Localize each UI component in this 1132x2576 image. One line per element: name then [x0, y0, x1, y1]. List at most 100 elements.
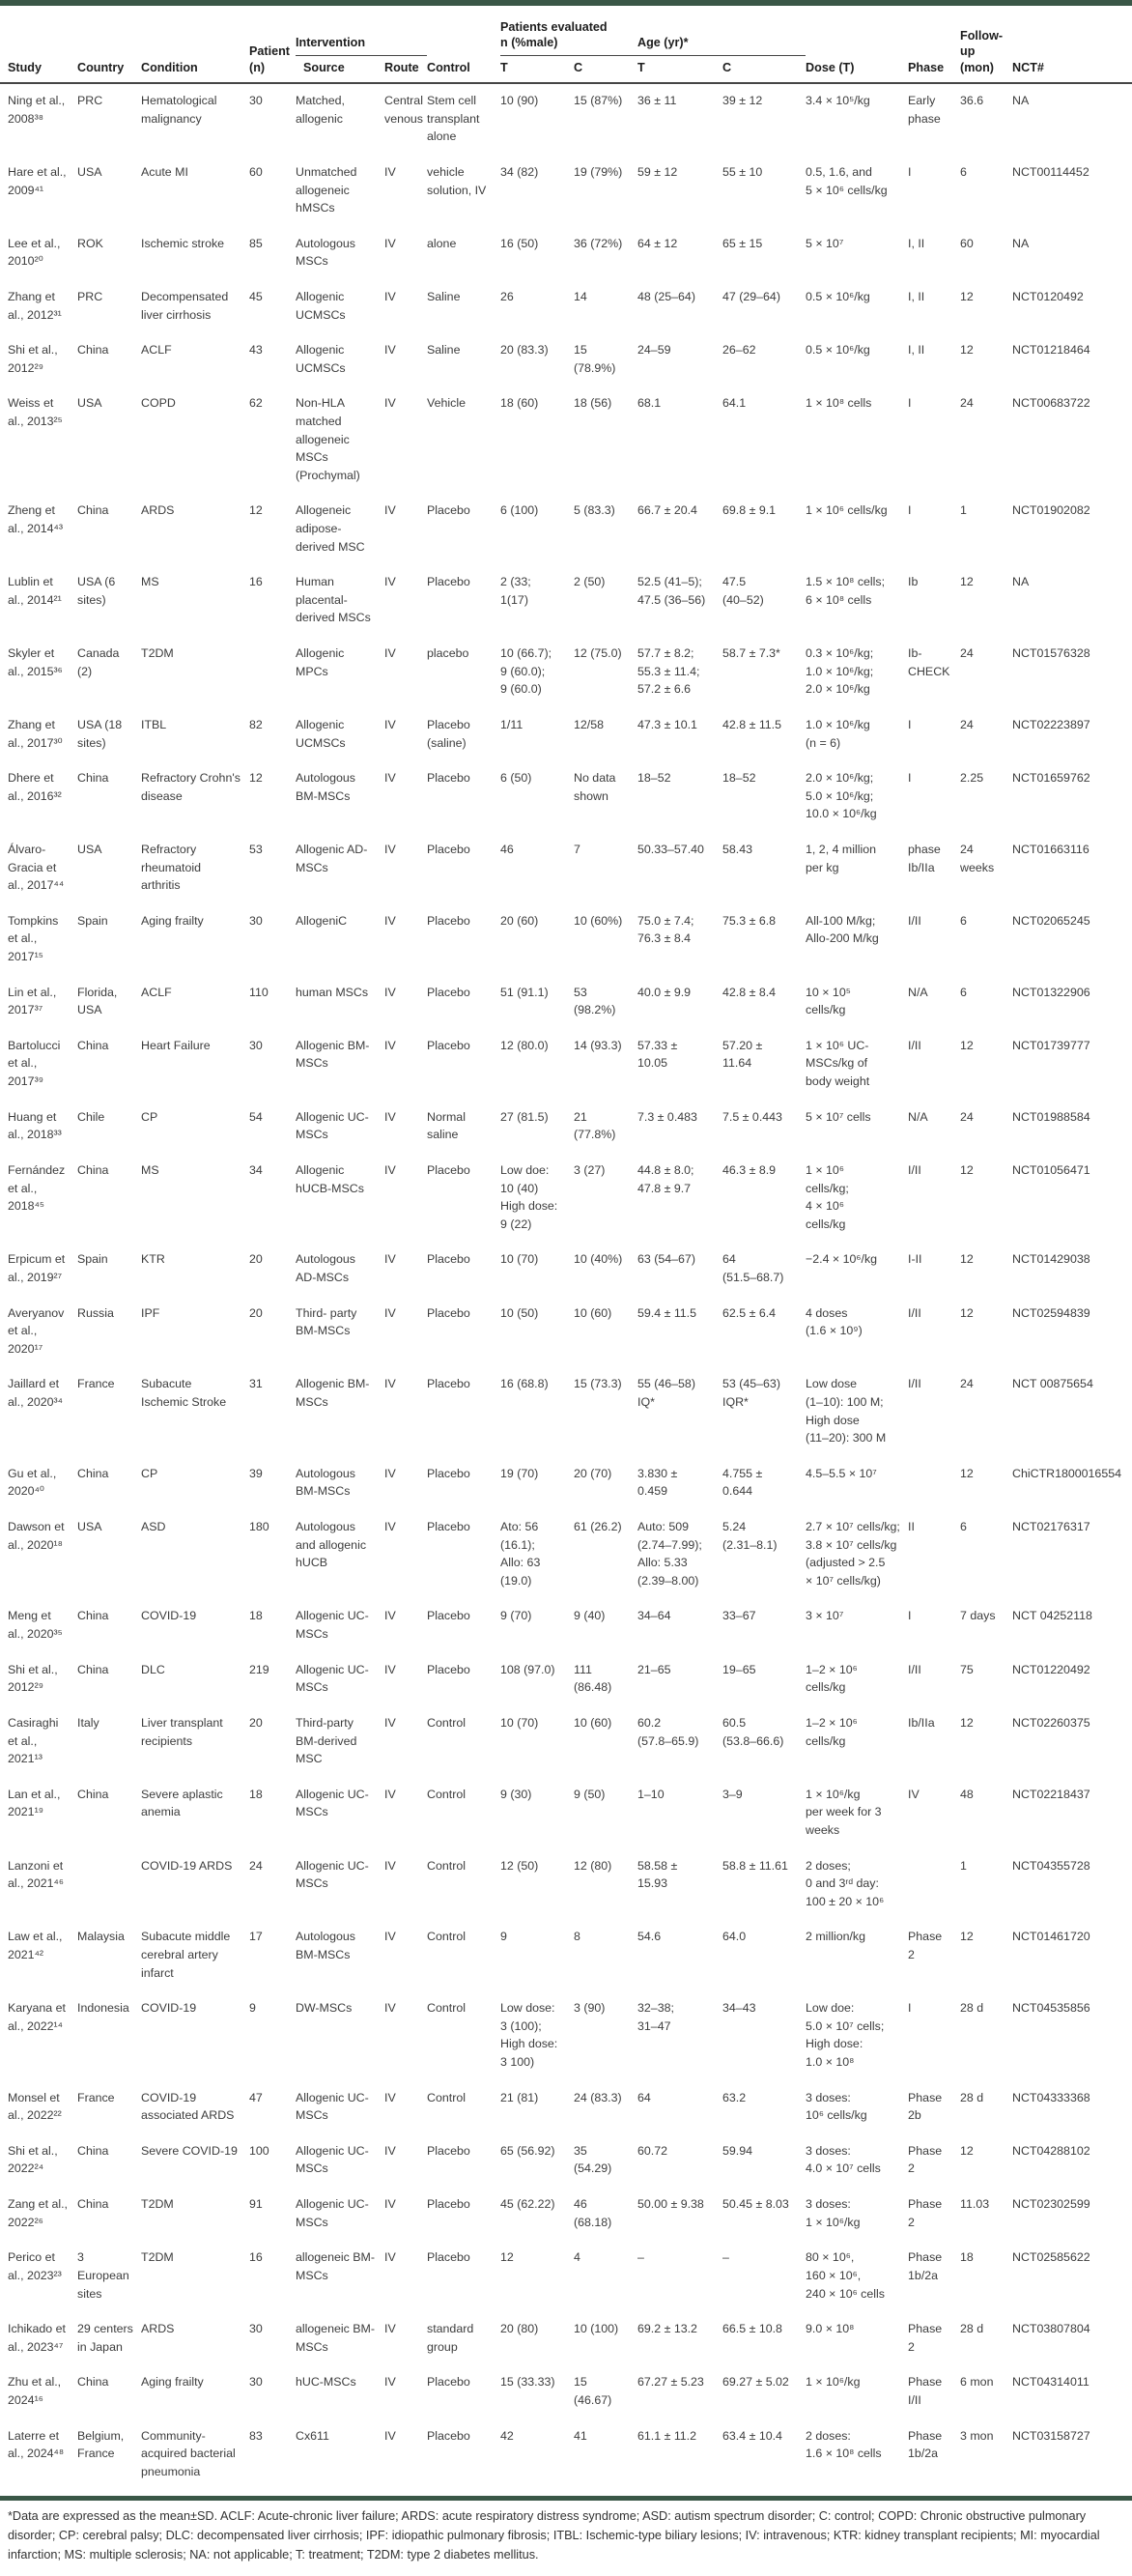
cell-t_age: 66.7 ± 20.4 — [637, 503, 697, 518]
cell-c_n: 10 (60) — [574, 1715, 612, 1730]
cell-c_n: 15 (46.67) — [574, 2375, 612, 2407]
cell-source: Allogenic UC-MSCs — [296, 2090, 369, 2123]
cell-patient_n: 12 — [249, 771, 263, 786]
cell-country: China — [77, 2375, 109, 2390]
table-row: Ning et al., 2008³⁸ PRC Hematological mali… — [0, 83, 1132, 156]
cell-patient_n: 16 — [249, 575, 263, 589]
table-row: Erpicum et al., 2019²⁷ Spain KTR 20 Autologo… — [0, 1243, 1132, 1296]
table-row: Álvaro-Gracia et al., 2017⁴⁴ USA Refractor… — [0, 833, 1132, 904]
cell-condition: ITBL — [141, 717, 167, 731]
cell-phase: Phase 2 — [908, 2143, 943, 2176]
cell-dose: 9.0 × 10⁸ — [806, 2322, 855, 2336]
cell-nct: NA — [1012, 94, 1030, 108]
cell-t_age: 64 — [637, 2090, 651, 2104]
cell-nct: NCT01902082 — [1012, 503, 1090, 518]
cell-source: Unmatched allogeneic hMSCs — [296, 164, 357, 215]
col-header-dose: Dose (T) — [806, 6, 909, 85]
cell-route: IV — [384, 1520, 396, 1534]
cell-followup: 28 d — [960, 2322, 984, 2336]
cell-study: Law et al., 2021⁴² — [8, 1930, 63, 1961]
cell-patient_n: 12 — [249, 503, 263, 518]
cell-country: France — [77, 2090, 115, 2104]
cell-control: Control — [427, 2090, 466, 2104]
cell-study: Fernández et al., 2018⁴⁵ — [8, 1162, 66, 1214]
cell-route: IV — [384, 985, 396, 999]
cell-nct: NCT01739777 — [1012, 1038, 1090, 1052]
cell-t_n: Ato: 56 (16.1); Allo: 63 (19.0) — [500, 1520, 541, 1588]
cell-nct: NCT02218437 — [1012, 1787, 1090, 1801]
cell-t_n: 26 — [500, 289, 514, 303]
cell-phase: Ib — [908, 575, 919, 589]
cell-patient_n: 16 — [249, 2250, 263, 2265]
cell-nct: NCT 00875654 — [1012, 1377, 1093, 1391]
cell-followup: 12 — [960, 289, 974, 303]
cell-dose: 3 doses: 1 × 10⁶/kg — [806, 2197, 861, 2229]
cell-dose: 1, 2, 4 million per kg — [806, 842, 877, 874]
cell-phase: Phase 1b/2a — [908, 2428, 943, 2461]
cell-dose: 1.0 × 10⁶/kg (n = 6) — [806, 717, 870, 750]
cell-dose: 1 × 10⁸ cells — [806, 396, 872, 411]
cell-dose: 0.5, 1.6, and 5 × 10⁶ cells/kg — [806, 164, 888, 197]
cell-t_age: 67.27 ± 5.23 — [637, 2375, 704, 2390]
cell-c_age: 59.94 — [722, 2143, 753, 2158]
cell-route: IV — [384, 396, 396, 411]
cell-country: China — [77, 2143, 109, 2158]
col-header-country: Country — [77, 6, 141, 85]
cell-c_n: 20 (70) — [574, 1466, 612, 1480]
cell-t_n: 20 (60) — [500, 913, 539, 928]
cell-condition: ARDS — [141, 503, 175, 518]
cell-phase: N/A — [908, 985, 928, 999]
cell-phase: I/II — [908, 1662, 921, 1676]
cell-study: Lanzoni et al., 2021⁴⁶ — [8, 1858, 64, 1891]
cell-t_age: – — [637, 2250, 644, 2265]
cell-country: USA — [77, 396, 102, 411]
cell-followup: 12 — [960, 1930, 974, 1944]
col-header-evaluated-t: T — [500, 55, 575, 85]
cell-c_age: 5.24 (2.31–8.1) — [722, 1520, 778, 1552]
cell-source: allogeneic BM-MSCs — [296, 2250, 375, 2282]
cell-control: Control — [427, 2001, 466, 2016]
table-row: Dawson et al., 2020¹⁸ USA ASD 180 Autologous… — [0, 1510, 1132, 1599]
cell-phase: I — [908, 164, 912, 179]
table-row: Lublin et al., 2014²¹ USA (6 sites) MS 16 Hu… — [0, 565, 1132, 637]
cell-patient_n: 43 — [249, 343, 263, 358]
cell-patient_n: 53 — [249, 842, 263, 856]
cell-c_age: 33–67 — [722, 1609, 756, 1623]
cell-control: placebo — [427, 646, 469, 661]
table-row: Hare et al., 2009⁴¹ USA Acute MI 60 Unmatche… — [0, 156, 1132, 227]
cell-c_age: 58.8 ± 11.61 — [722, 1858, 788, 1873]
cell-study: Hare et al., 2009⁴¹ — [8, 164, 67, 197]
cell-route: IV — [384, 575, 396, 589]
cell-followup: 6 mon — [960, 2375, 994, 2390]
cell-phase: phase Ib/IIa — [908, 842, 941, 874]
cell-phase: I — [908, 771, 912, 786]
cell-t_age: 18–52 — [637, 771, 671, 786]
cell-t_age: 57.33 ± 10.05 — [637, 1038, 678, 1071]
cell-route: IV — [384, 1609, 396, 1623]
cell-phase: Ib- CHECK — [908, 646, 950, 678]
cell-c_n: 12 (80) — [574, 1858, 612, 1873]
cell-source: Third- party BM-MSCs — [296, 1305, 357, 1338]
cell-followup: 6 — [960, 1520, 967, 1534]
cell-country: China — [77, 343, 109, 358]
cell-study: Zhang et al., 2017³⁰ — [8, 717, 63, 750]
cell-t_n: Low dose: 3 (100); High dose: 3 100) — [500, 2001, 558, 2070]
cell-source: Autologous BM-MSCs — [296, 1466, 356, 1499]
table-row: Lan et al., 2021¹⁹ China Severe aplastic a… — [0, 1778, 1132, 1849]
cell-followup: 12 — [960, 1162, 974, 1177]
cell-t_age: 58.58 ± 15.93 — [637, 1858, 678, 1891]
col-header-evaluated-c: C — [574, 55, 638, 85]
table-row: Zhu et al., 2024¹⁶ China Aging frailty 30 hU… — [0, 2365, 1132, 2419]
cell-source: Allogeneic adipose-derived MSC — [296, 503, 365, 554]
cell-source: Non-HLA matched allogeneic MSCs (Prochym… — [296, 396, 360, 482]
cell-source: Allogenic UCMSCs — [296, 717, 346, 750]
cell-followup: 60 — [960, 236, 974, 250]
cell-t_n: Low doe: 10 (40) High dose: 9 (22) — [500, 1162, 558, 1231]
cell-t_n: 21 (81) — [500, 2090, 539, 2104]
cell-c_age: 50.45 ± 8.03 — [722, 2197, 789, 2212]
cell-condition: KTR — [141, 1252, 165, 1267]
cell-country: China — [77, 1787, 109, 1801]
cell-c_age: 66.5 ± 10.8 — [722, 2322, 782, 2336]
cell-control: alone — [427, 236, 457, 250]
cell-nct: NCT00114452 — [1012, 164, 1090, 179]
